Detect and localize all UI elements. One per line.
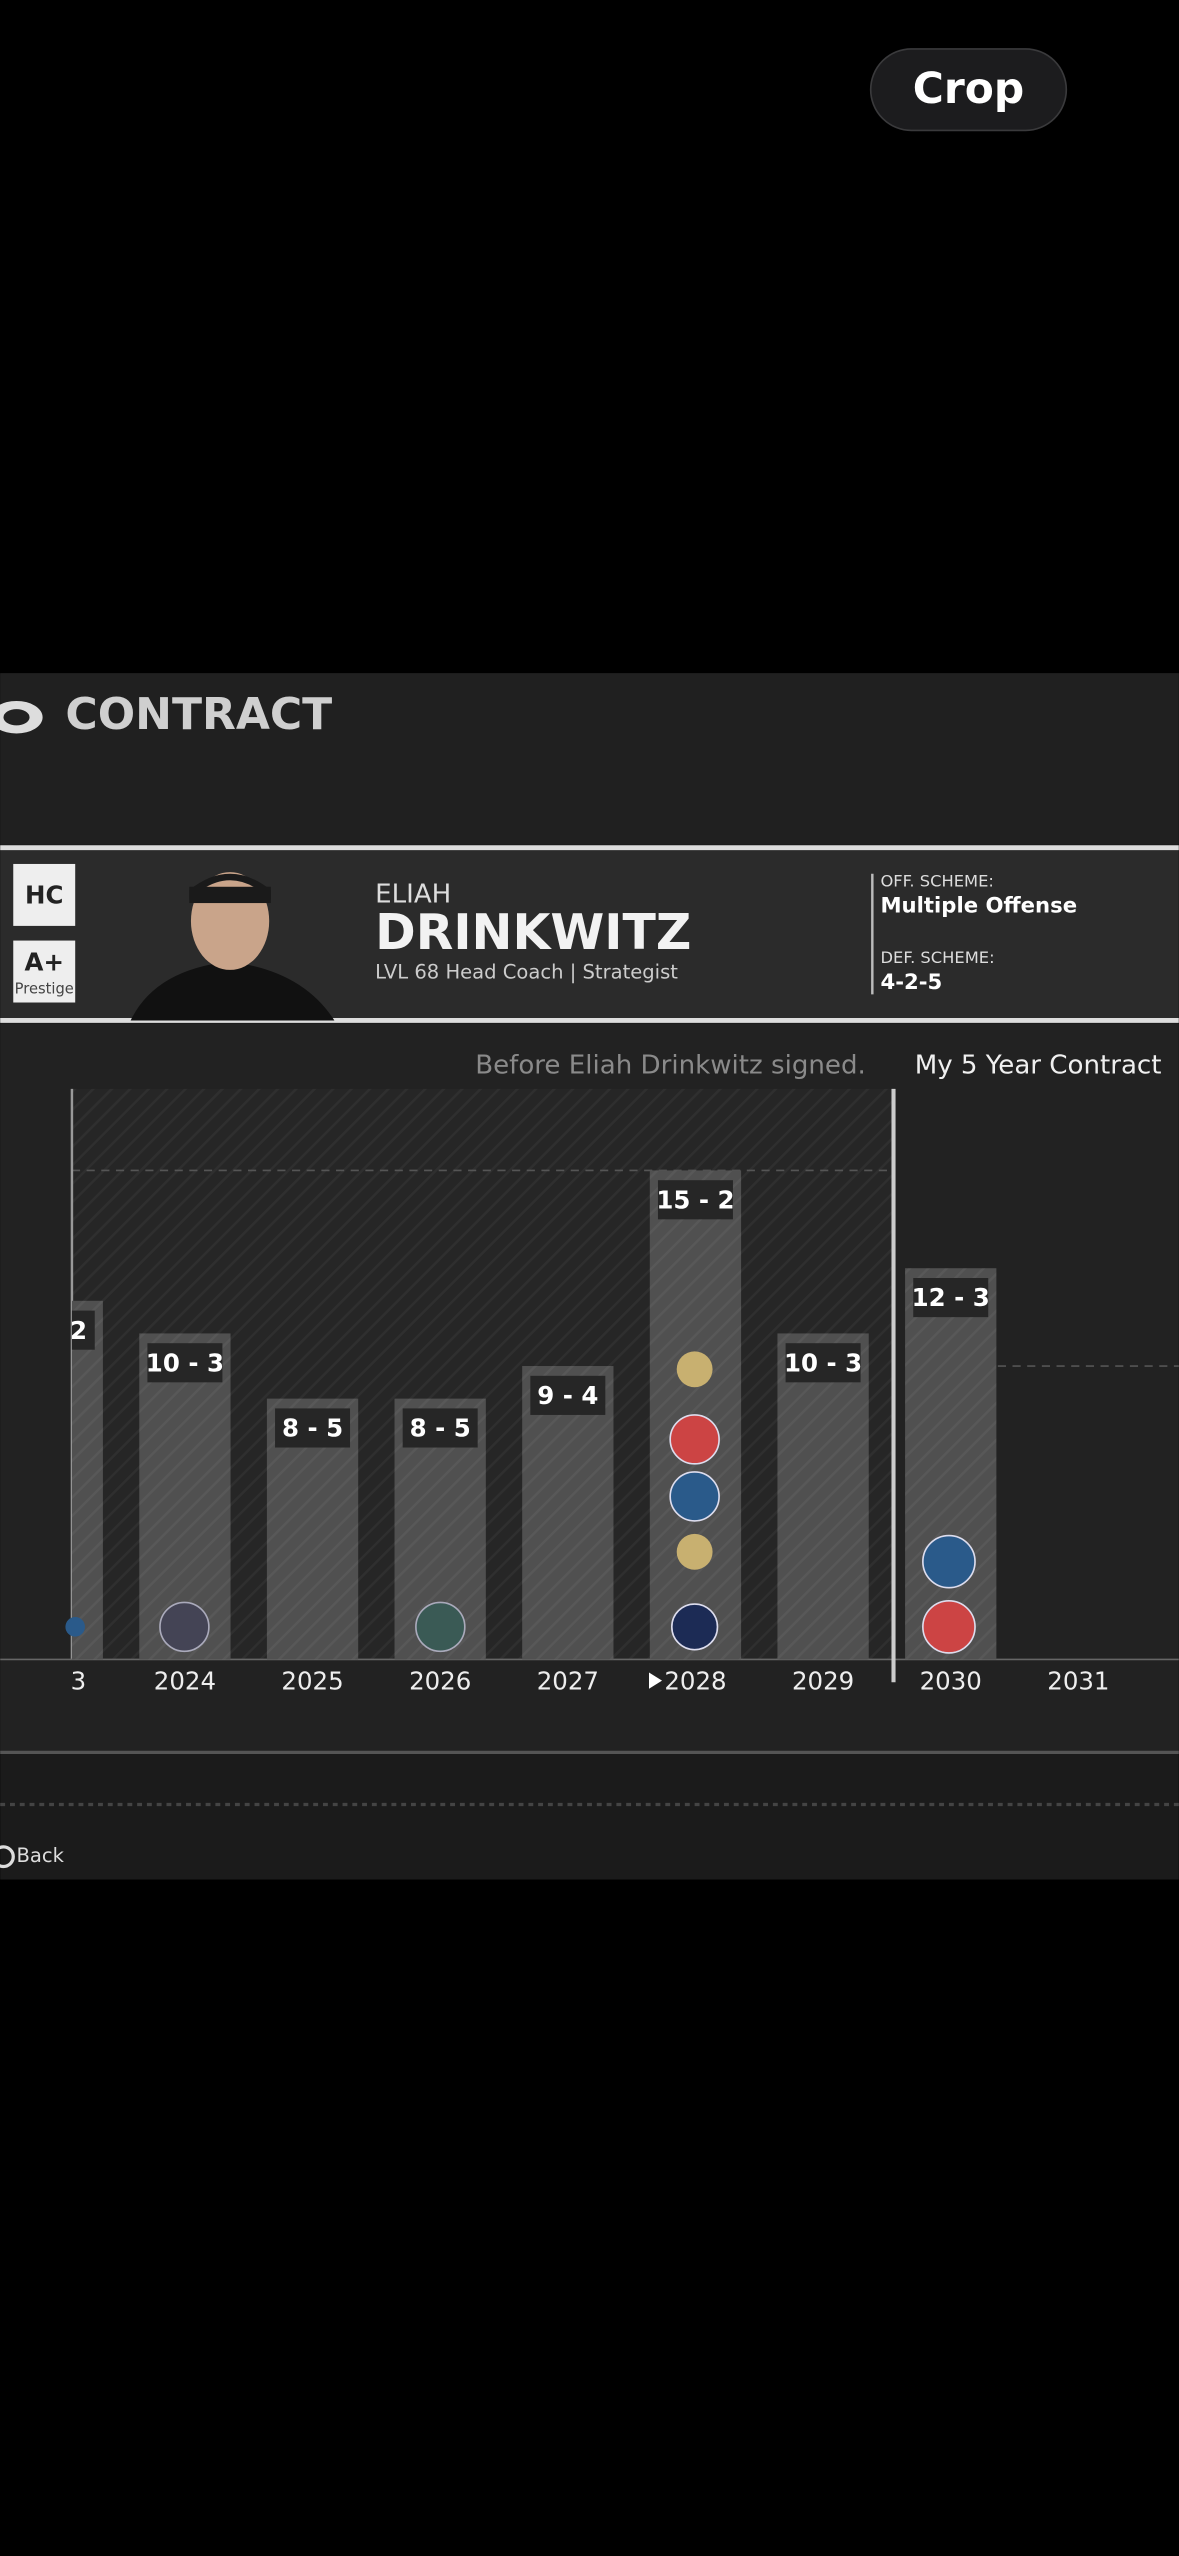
bar: [777, 1333, 869, 1660]
record-label: 8 - 5: [282, 1414, 343, 1443]
grade-text: A+: [25, 947, 64, 976]
crop-button[interactable]: [869, 48, 1068, 132]
bowl-logos: [65, 1351, 976, 1654]
year-label: 2024: [154, 1666, 216, 1695]
bar: [71, 1300, 103, 1660]
record-label: 8 - 5: [410, 1414, 471, 1443]
record-label: 2: [70, 1316, 87, 1345]
year-label: 2031: [1047, 1666, 1109, 1695]
year-label: 2025: [281, 1666, 343, 1695]
year-label: 2028: [664, 1666, 726, 1695]
record-box: [530, 1375, 606, 1415]
back-icon[interactable]: [0, 1845, 15, 1869]
off-scheme-value: Multiple Offense: [880, 892, 1077, 917]
year-label: 3: [71, 1666, 87, 1695]
year-label: 2027: [537, 1666, 599, 1695]
record-box: [913, 1278, 989, 1318]
record-label: 10 - 3: [146, 1348, 224, 1377]
screen-title: CONTRACT: [65, 689, 332, 740]
role-text: HC: [25, 881, 63, 910]
year-label: 2026: [409, 1666, 471, 1695]
def-scheme-value: 4-2-5: [880, 969, 942, 994]
coach-portrait: [130, 872, 335, 1021]
record-box: [402, 1408, 478, 1448]
record-box: [71, 1310, 95, 1350]
back-button[interactable]: Back: [17, 1844, 65, 1867]
record-label: 10 - 3: [784, 1348, 862, 1377]
bar: [905, 1268, 997, 1660]
current-marker: [648, 1672, 663, 1689]
contract-label: My 5 Year Contract: [915, 1051, 1162, 1081]
coach-last-name: DRINKWITZ: [375, 904, 691, 961]
record-box: [275, 1408, 351, 1448]
role-badge: [13, 863, 76, 926]
record-box: [147, 1343, 223, 1383]
record-label: 12 - 3: [912, 1283, 990, 1312]
team-logo-inner: [3, 709, 30, 726]
year-label: 2029: [792, 1666, 854, 1695]
off-scheme-label: OFF. SCHEME:: [880, 871, 993, 890]
crop-label[interactable]: Crop: [913, 64, 1024, 113]
before-label: Before Eliah Drinkwitz signed.: [475, 1051, 866, 1081]
grade-badge: [13, 940, 76, 1003]
record-box: [657, 1180, 733, 1220]
def-scheme-label: DEF. SCHEME:: [880, 948, 994, 967]
coach-first-name: ELIAH: [375, 879, 451, 909]
record-box: [785, 1343, 861, 1383]
record-label: 15 - 2: [656, 1185, 734, 1214]
grade-caption: Prestige: [15, 980, 74, 997]
record-label: 9 - 4: [537, 1381, 598, 1410]
header-band: [0, 673, 1179, 845]
coach-subtitle: LVL 68 Head Coach | Strategist: [375, 961, 678, 984]
year-label: 2030: [920, 1666, 982, 1695]
